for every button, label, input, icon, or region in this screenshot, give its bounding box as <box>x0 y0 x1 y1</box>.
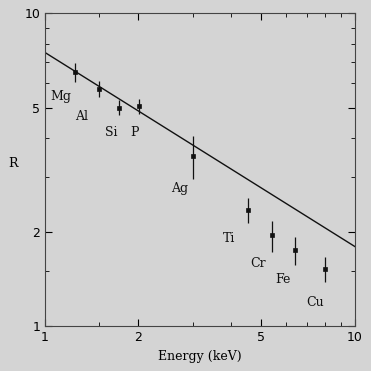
Text: Cr: Cr <box>250 257 266 270</box>
Text: Fe: Fe <box>276 273 291 286</box>
Text: Ag: Ag <box>171 183 188 196</box>
Text: P: P <box>130 127 138 139</box>
Text: Si: Si <box>105 127 117 139</box>
Text: Cu: Cu <box>307 296 324 309</box>
Text: Al: Al <box>75 110 88 123</box>
Text: Ti: Ti <box>223 232 235 245</box>
Text: Mg: Mg <box>50 90 71 103</box>
X-axis label: Energy (keV): Energy (keV) <box>158 349 242 363</box>
Y-axis label: R: R <box>8 157 18 170</box>
